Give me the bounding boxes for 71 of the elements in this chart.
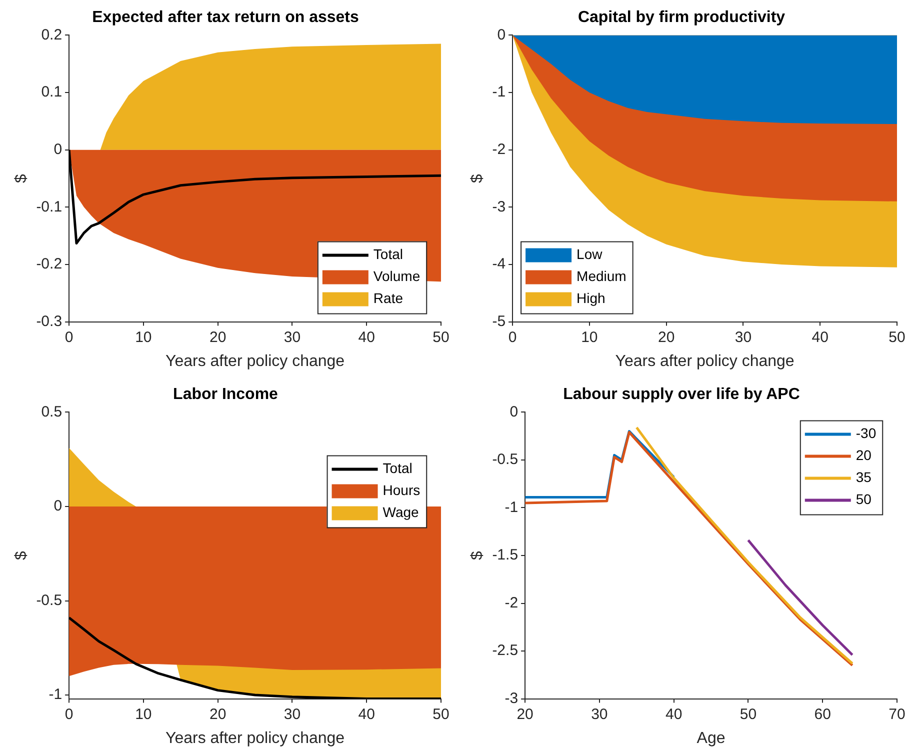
x-tick-label: 60 <box>814 706 831 723</box>
y-tick-label: -1 <box>48 686 62 704</box>
legend-label: Hours <box>382 482 420 498</box>
x-tick-label: 10 <box>581 328 598 346</box>
x-tick-label: 20 <box>209 706 226 723</box>
legend-label: -30 <box>856 425 876 442</box>
legend-label: 20 <box>856 447 872 464</box>
y-tick-label: -0.5 <box>492 451 518 468</box>
x-tick-label: 30 <box>284 706 301 723</box>
x-tick-label: 50 <box>432 328 450 346</box>
chart-title: Labour supply over life by APC <box>563 386 800 404</box>
y-tick-label: -0.5 <box>36 592 62 609</box>
y-axis-title: $ <box>469 550 486 560</box>
y-axis-title: $ <box>13 174 30 183</box>
x-tick-label: 20 <box>658 328 675 346</box>
x-tick-label: 50 <box>740 706 757 723</box>
x-tick-label: 30 <box>734 328 752 346</box>
x-tick-label: 40 <box>358 706 375 723</box>
x-tick-label: 0 <box>64 328 74 346</box>
x-tick-label: 20 <box>516 706 534 723</box>
x-tick-label: 10 <box>135 706 152 723</box>
legend-label: Volume <box>373 268 420 284</box>
legend-label: Rate <box>373 290 404 306</box>
y-tick-label: -1 <box>504 498 518 516</box>
legend-label: Total <box>382 460 412 476</box>
y-tick-label: 0.5 <box>41 403 62 420</box>
y-tick-label: -0.2 <box>36 256 62 273</box>
y-tick-label: 0.2 <box>41 26 62 44</box>
legend-label: Wage <box>382 504 420 520</box>
x-tick-label: 40 <box>665 706 682 723</box>
legend-label: High <box>576 290 606 306</box>
y-tick-label: -1 <box>492 84 506 101</box>
legend-label: 35 <box>856 469 872 486</box>
y-tick-label: -0.1 <box>36 198 62 216</box>
x-tick-label: 50 <box>432 706 450 723</box>
legend-label: Medium <box>576 268 626 284</box>
y-tick-label: 0 <box>497 26 506 44</box>
x-axis-title: Years after policy change <box>165 730 345 747</box>
x-tick-label: 70 <box>888 706 906 723</box>
y-tick-label: -3 <box>504 690 518 707</box>
y-tick-label: -0.3 <box>36 312 62 330</box>
y-tick-label: -5 <box>492 312 506 330</box>
chart-title: Expected after tax return on assets <box>92 9 359 26</box>
y-tick-label: 0.1 <box>41 84 62 101</box>
x-tick-label: 50 <box>888 328 906 346</box>
chart-title: Labor Income <box>173 386 278 404</box>
y-tick-label: -3 <box>492 198 506 216</box>
y-tick-label: -2 <box>492 140 506 158</box>
y-tick-label: -1.5 <box>492 546 518 564</box>
chart-title: Capital by firm productivity <box>578 9 786 26</box>
y-axis-title: $ <box>469 174 486 183</box>
x-tick-label: 30 <box>284 328 301 346</box>
x-tick-label: 40 <box>812 328 828 346</box>
y-tick-label: 0 <box>54 498 62 515</box>
x-tick-label: 10 <box>135 328 152 346</box>
y-tick-label: -2 <box>504 594 518 612</box>
x-axis-title: Years after policy change <box>165 352 345 370</box>
x-tick-label: 40 <box>358 328 375 346</box>
y-axis-title: $ <box>13 550 30 560</box>
x-axis-title: Age <box>696 730 726 747</box>
legend-label: Low <box>576 246 604 262</box>
x-tick-label: 0 <box>64 706 74 723</box>
legend-label: Total <box>373 246 404 262</box>
x-tick-label: 20 <box>209 328 226 346</box>
legend-label: 50 <box>856 491 872 508</box>
y-tick-label: -2.5 <box>492 642 518 660</box>
y-tick-label: 0 <box>54 140 62 158</box>
y-tick-label: 0 <box>510 403 518 420</box>
x-tick-label: 30 <box>591 706 608 723</box>
y-tick-label: -4 <box>492 256 506 273</box>
x-axis-title: Years after policy change <box>615 352 794 370</box>
